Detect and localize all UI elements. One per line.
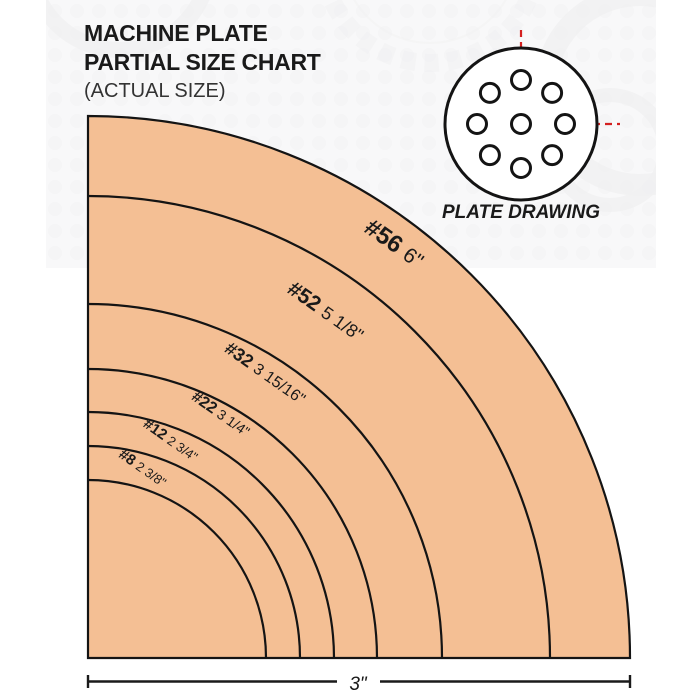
svg-text:(ACTUAL SIZE): (ACTUAL SIZE) (84, 80, 226, 102)
svg-text:PARTIAL SIZE CHART: PARTIAL SIZE CHART (84, 49, 321, 75)
svg-text:MACHINE PLATE: MACHINE PLATE (84, 20, 268, 46)
svg-text:PLATE DRAWING: PLATE DRAWING (442, 202, 600, 223)
svg-text:3": 3" (349, 674, 368, 695)
